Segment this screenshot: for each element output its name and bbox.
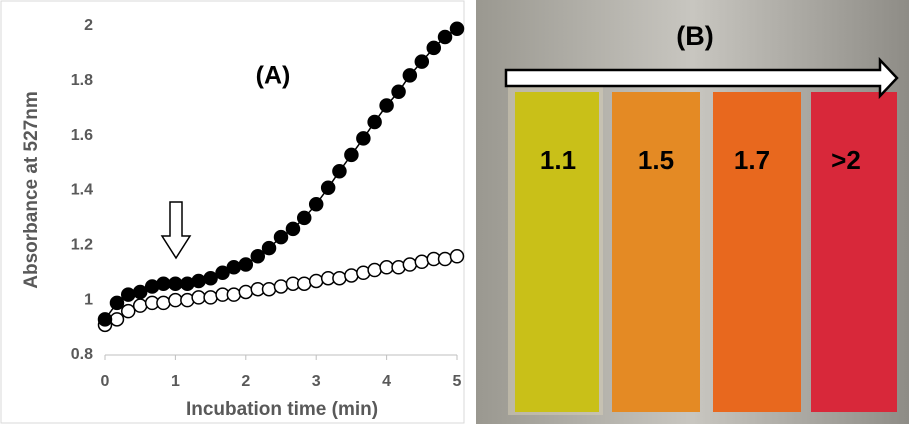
x-tick-label: 2: [241, 373, 250, 390]
data-point: [332, 164, 347, 179]
data-point: [250, 249, 266, 264]
data-point: [320, 180, 336, 196]
data-point: [344, 268, 359, 283]
y-tick-label: 0.8: [71, 346, 93, 363]
data-point: [402, 68, 418, 83]
data-point: [261, 281, 277, 297]
y-tick-label: 1: [84, 291, 93, 308]
chart-title: (A): [256, 62, 291, 90]
data-point: [168, 276, 183, 291]
data-point: [285, 221, 301, 237]
data-point: [379, 98, 394, 113]
data-point: [332, 270, 347, 286]
data-point: [156, 276, 171, 291]
data-point: [414, 254, 430, 270]
data-point: [296, 276, 312, 291]
data-point: [391, 84, 406, 100]
data-point: [120, 287, 136, 302]
data-point: [414, 54, 430, 69]
y-tick-label: 1.8: [71, 72, 93, 89]
cuvette-liquid: [713, 92, 801, 412]
data-point: [344, 147, 359, 163]
data-point: [203, 290, 218, 305]
data-point: [168, 292, 183, 308]
y-axis-label: Absorbance at 527nm: [21, 91, 42, 288]
data-point: [308, 196, 324, 212]
data-point: [226, 260, 242, 275]
cuvette-label: 1.7: [734, 145, 770, 175]
annotation-arrow: [160, 201, 192, 260]
cuvette-liquid: [515, 92, 599, 412]
data-point: [296, 210, 312, 226]
arrow: [504, 56, 899, 100]
data-point: [132, 298, 148, 313]
data-point: [367, 262, 382, 278]
data-point: [426, 40, 442, 56]
x-tick-label: 1: [171, 373, 180, 390]
data-point: [238, 257, 254, 272]
x-tick-label: 0: [101, 373, 110, 390]
data-point: [273, 279, 289, 294]
data-point: [215, 265, 230, 280]
data-point: [191, 290, 206, 305]
data-point: [132, 284, 148, 300]
x-tick-label: 5: [453, 373, 462, 390]
data-point: [156, 295, 171, 311]
data-point: [261, 240, 277, 256]
y-tick-label: 2: [84, 17, 93, 34]
data-point: [402, 257, 418, 272]
data-point: [191, 273, 206, 289]
x-tick-label: 3: [312, 373, 321, 390]
x-axis-label: Incubation time (min): [186, 399, 378, 420]
data-point: [120, 303, 136, 319]
cuvette-label: 1.5: [638, 145, 674, 175]
y-tick-label: 1.6: [71, 127, 93, 144]
data-point: [109, 295, 125, 311]
data-point: [449, 249, 465, 264]
data-point: [437, 29, 453, 45]
panel-a-frame: [0, 0, 465, 424]
data-point: [379, 260, 394, 275]
y-tick-label: 1.2: [71, 237, 93, 254]
cuvette-label: >2: [831, 145, 861, 175]
data-point: [238, 284, 254, 300]
data-point: [109, 312, 125, 327]
x-tick-label: 4: [382, 373, 391, 390]
y-tick-label: 1.4: [71, 182, 93, 199]
data-point: [356, 131, 371, 146]
cuvette-liquid: [612, 92, 700, 412]
data-point: [367, 114, 382, 130]
data-point: [226, 287, 242, 302]
cuvette-label: 1.1: [540, 145, 576, 175]
data-point: [437, 251, 453, 267]
data-point: [97, 312, 113, 327]
data-point: [308, 273, 324, 289]
data-point: [449, 21, 465, 36]
cuvette-liquid: [811, 92, 897, 412]
photo-label: (B): [676, 21, 713, 51]
data-point: [273, 229, 289, 245]
data-point: [203, 270, 218, 286]
